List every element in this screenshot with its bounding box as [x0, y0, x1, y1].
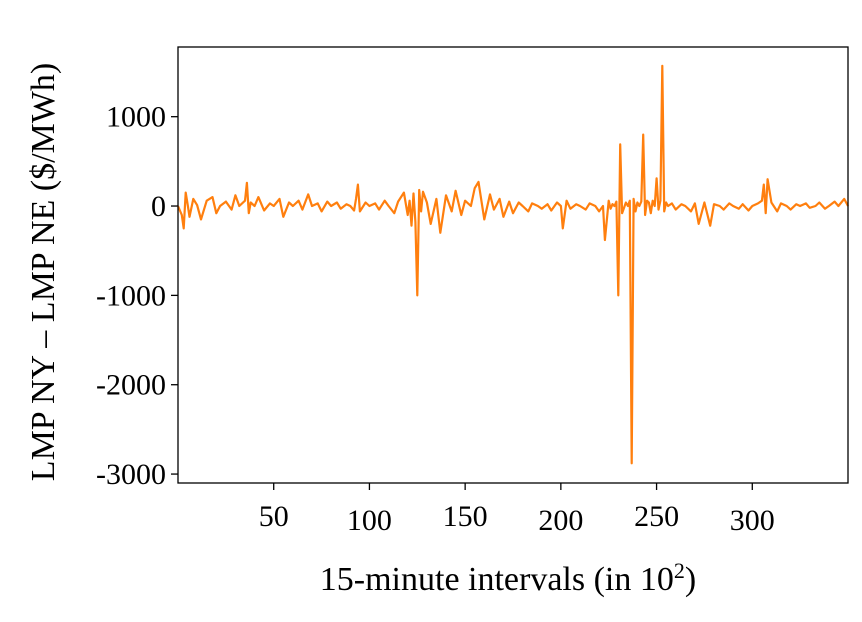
- x-axis-title: 15-minute intervals (in 102): [320, 558, 696, 598]
- x-axis-title-main: 15-minute intervals (in 10: [320, 561, 674, 598]
- x-axis-ticks: 50 100 150 200 250 300: [259, 483, 775, 537]
- y-tick-label: -1000: [96, 279, 166, 312]
- x-tick-label: 150: [443, 500, 488, 533]
- x-axis-title-end: ): [685, 561, 696, 598]
- x-tick-label: 250: [634, 500, 679, 533]
- series-line: [176, 64, 849, 465]
- y-tick-label: 1000: [106, 101, 166, 134]
- x-tick-label: 200: [538, 504, 583, 537]
- y-tick-label: -2000: [96, 369, 166, 402]
- y-tick-label: 0: [151, 190, 166, 223]
- y-tick-label: -3000: [96, 458, 166, 491]
- x-tick-label: 50: [259, 500, 289, 533]
- plot-area-frame: [177, 46, 849, 484]
- x-tick-label: 300: [730, 504, 775, 537]
- x-tick-label: 100: [347, 504, 392, 537]
- x-axis-title-superscript: 2: [674, 558, 685, 583]
- y-axis-title: LMP NY – LMP NE ($/MWh): [25, 63, 62, 481]
- y-axis-ticks: 1000 0 -1000 -2000 -3000: [96, 101, 178, 491]
